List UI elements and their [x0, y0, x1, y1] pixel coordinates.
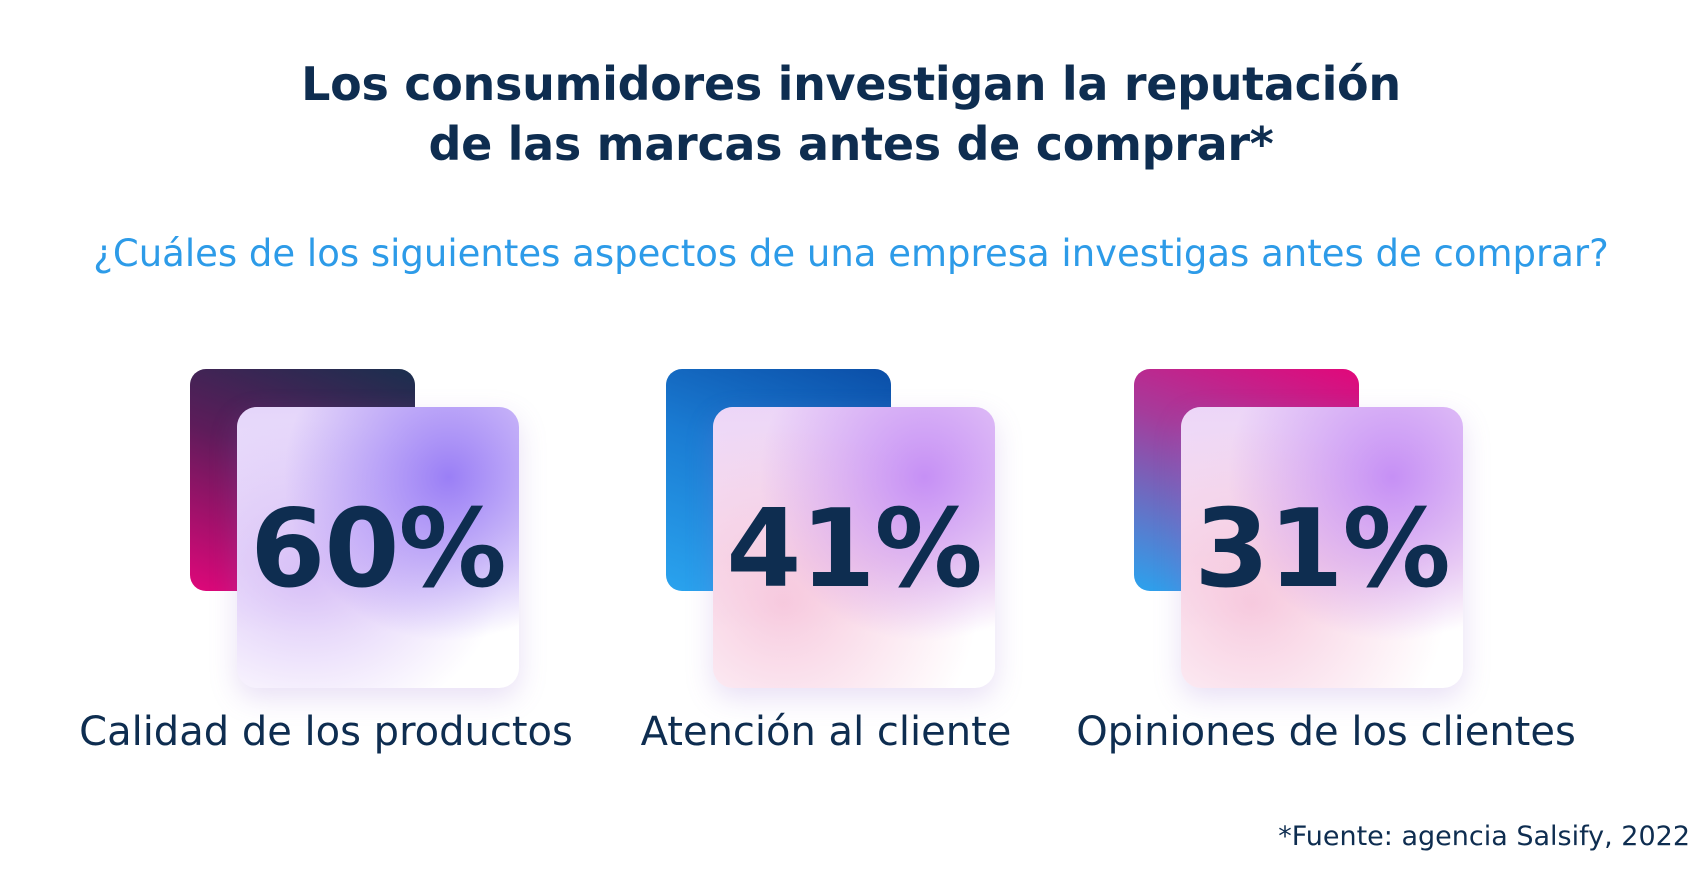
stat-value: 31% [1194, 487, 1451, 612]
source-note: *Fuente: agencia Salsify, 2022 [1278, 821, 1690, 852]
stat-card-product-quality: 60% Calidad de los productos [66, 0, 586, 890]
stat-card-glow [1181, 407, 1463, 688]
stat-card-glow [237, 407, 519, 688]
title-line-1: Los consumidores investigan la reputació… [301, 57, 1401, 111]
title-line-2: de las marcas antes de comprar* [428, 117, 1274, 171]
survey-question: ¿Cuáles de los siguientes aspectos de un… [93, 232, 1609, 275]
stat-card-customer-service: 41% Atención al cliente [566, 0, 1086, 890]
stat-value: 41% [726, 487, 983, 612]
stat-value: 60% [250, 487, 507, 612]
stat-card-glow [713, 407, 995, 688]
stat-label: Calidad de los productos [79, 709, 573, 755]
stat-label: Atención al cliente [640, 709, 1012, 755]
page-title: Los consumidores investigan la reputació… [0, 54, 1702, 174]
stat-card-front-square [713, 407, 995, 688]
stat-card-front-square [237, 407, 519, 688]
stat-label: Opiniones de los clientes [1076, 709, 1576, 755]
stat-card-front-square [1181, 407, 1463, 688]
stat-card-customer-reviews: 31% Opiniones de los clientes [1066, 0, 1586, 890]
